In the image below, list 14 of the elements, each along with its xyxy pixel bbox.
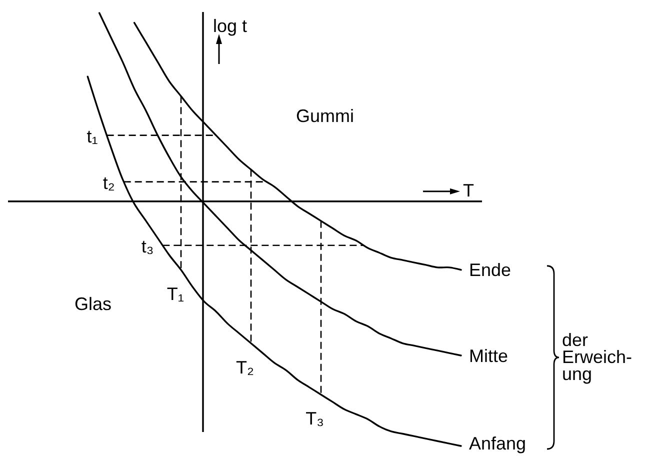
annotation: Gummi: [296, 106, 354, 126]
annotation: T₁: [166, 284, 184, 304]
annotation: T₃: [306, 408, 324, 429]
y-axis-title: log t: [213, 16, 248, 36]
annotation: T₂: [236, 357, 254, 378]
series-label: Ende: [469, 260, 512, 280]
text: der Erweich- ung: [562, 330, 632, 384]
series-label: Mitte: [469, 346, 508, 366]
ref-line-label: t₃: [141, 236, 154, 256]
ref-line-label: t₁: [86, 126, 98, 146]
ref-line-label: t₂: [102, 172, 115, 193]
series-label: Anfang: [469, 433, 526, 454]
annotation: Glas: [74, 294, 112, 314]
x-axis-title: T: [463, 180, 474, 200]
